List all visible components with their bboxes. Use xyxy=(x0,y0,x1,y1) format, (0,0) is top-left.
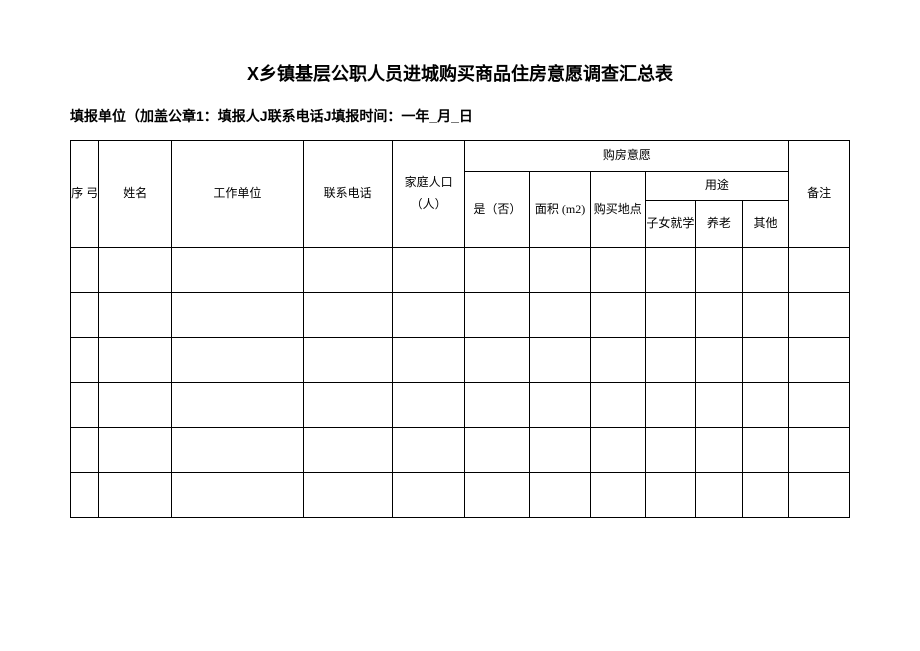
table-cell xyxy=(789,293,850,338)
table-cell xyxy=(645,428,696,473)
table-cell xyxy=(99,383,172,428)
col-usage-old: 养老 xyxy=(696,201,743,248)
table-cell xyxy=(99,428,172,473)
table-cell xyxy=(696,293,743,338)
table-cell xyxy=(590,338,645,383)
table-cell xyxy=(590,428,645,473)
table-cell xyxy=(645,248,696,293)
table-cell xyxy=(696,473,743,518)
table-cell xyxy=(696,383,743,428)
document-page: X乡镇基层公职人员进城购买商品住房意愿调查汇总表 填报单位（加盖公章1：填报人J… xyxy=(0,0,920,518)
subtitle-line: 填报单位（加盖公章1：填报人J联系电话J填报时间：一年_月_日 xyxy=(70,106,850,126)
table-cell xyxy=(645,473,696,518)
table-cell xyxy=(99,248,172,293)
table-cell xyxy=(71,338,99,383)
table-row xyxy=(71,338,850,383)
table-cell xyxy=(392,338,465,383)
table-cell xyxy=(530,383,591,428)
table-cell xyxy=(696,248,743,293)
table-cell xyxy=(696,338,743,383)
table-cell xyxy=(71,428,99,473)
table-cell xyxy=(530,473,591,518)
table-row xyxy=(71,428,850,473)
table-cell xyxy=(645,338,696,383)
table-cell xyxy=(465,338,530,383)
table-cell xyxy=(303,248,392,293)
table-cell xyxy=(303,293,392,338)
table-cell xyxy=(465,473,530,518)
table-cell xyxy=(303,428,392,473)
table-cell xyxy=(99,473,172,518)
table-cell xyxy=(530,248,591,293)
col-usage: 用途 xyxy=(645,172,789,201)
col-unit: 工作单位 xyxy=(172,141,304,248)
table-cell xyxy=(172,293,304,338)
table-cell xyxy=(303,473,392,518)
table-row xyxy=(71,473,850,518)
col-note: 备注 xyxy=(789,141,850,248)
table-cell xyxy=(742,428,789,473)
table-cell xyxy=(392,473,465,518)
table-cell xyxy=(742,473,789,518)
table-cell xyxy=(172,248,304,293)
col-name: 姓名 xyxy=(99,141,172,248)
table-cell xyxy=(71,383,99,428)
table-cell xyxy=(392,383,465,428)
col-usage-child: 子女就学 xyxy=(645,201,696,248)
col-intention: 购房意愿 xyxy=(465,141,789,172)
col-yesno: 是（否） xyxy=(465,172,530,248)
table-cell xyxy=(742,383,789,428)
table-cell xyxy=(789,248,850,293)
table-cell xyxy=(789,473,850,518)
col-area: 面积 (m2) xyxy=(530,172,591,248)
page-title: X乡镇基层公职人员进城购买商品住房意愿调查汇总表 xyxy=(70,60,850,86)
survey-table: 序 弓 姓名 工作单位 联系电话 家庭人口（人） 购房意愿 备注 是（否） 面积… xyxy=(70,140,850,518)
table-cell xyxy=(303,383,392,428)
table-cell xyxy=(303,338,392,383)
table-cell xyxy=(530,338,591,383)
table-cell xyxy=(590,383,645,428)
table-cell xyxy=(465,428,530,473)
table-header: 序 弓 姓名 工作单位 联系电话 家庭人口（人） 购房意愿 备注 是（否） 面积… xyxy=(71,141,850,248)
table-row xyxy=(71,383,850,428)
table-cell xyxy=(392,293,465,338)
table-cell xyxy=(172,473,304,518)
table-cell xyxy=(172,383,304,428)
table-cell xyxy=(99,293,172,338)
table-cell xyxy=(71,293,99,338)
table-cell xyxy=(465,383,530,428)
table-cell xyxy=(590,473,645,518)
table-row xyxy=(71,248,850,293)
table-cell xyxy=(392,248,465,293)
table-cell xyxy=(789,338,850,383)
table-body xyxy=(71,248,850,518)
table-cell xyxy=(465,293,530,338)
table-cell xyxy=(696,428,743,473)
table-cell xyxy=(530,293,591,338)
table-cell xyxy=(742,293,789,338)
table-cell xyxy=(645,293,696,338)
table-cell xyxy=(590,293,645,338)
col-phone: 联系电话 xyxy=(303,141,392,248)
table-cell xyxy=(392,428,465,473)
table-cell xyxy=(590,248,645,293)
table-cell xyxy=(71,473,99,518)
col-seq: 序 弓 xyxy=(71,141,99,248)
col-usage-other: 其他 xyxy=(742,201,789,248)
table-cell xyxy=(742,248,789,293)
table-cell xyxy=(530,428,591,473)
table-cell xyxy=(172,338,304,383)
table-cell xyxy=(172,428,304,473)
table-cell xyxy=(645,383,696,428)
table-cell xyxy=(71,248,99,293)
table-cell xyxy=(465,248,530,293)
table-cell xyxy=(789,428,850,473)
table-cell xyxy=(742,338,789,383)
table-row xyxy=(71,293,850,338)
table-cell xyxy=(789,383,850,428)
table-cell xyxy=(99,338,172,383)
col-population: 家庭人口（人） xyxy=(392,141,465,248)
col-location: 购买地点 xyxy=(590,172,645,248)
